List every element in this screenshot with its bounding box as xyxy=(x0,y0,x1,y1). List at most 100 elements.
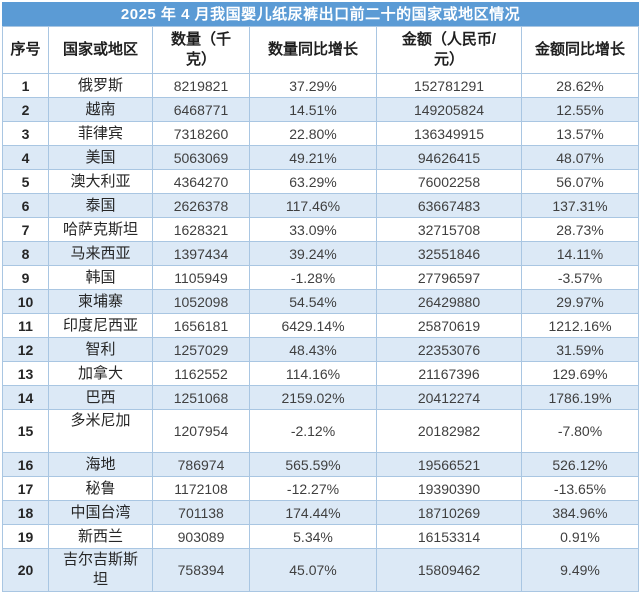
quantity-growth-cell: 2159.02% xyxy=(249,385,377,410)
amount-growth-cell: 56.07% xyxy=(521,169,639,194)
country-cell: 马来西亚 xyxy=(48,241,153,266)
amount-cell: 15809462 xyxy=(376,548,522,592)
quantity-cell: 903089 xyxy=(152,524,250,549)
quantity-cell: 1207954 xyxy=(152,409,250,453)
table-row: 20 吉尔吉斯斯 坦 758394 45.07% 15809462 9.49% xyxy=(2,548,639,592)
export-table: 2025 年 4 月我国婴儿纸尿裤出口前二十的国家或地区情况 序号 国家或地区 … xyxy=(2,2,639,592)
table-row: 2 越南 6468771 14.51% 149205824 12.55% xyxy=(2,97,639,122)
rank-cell: 2 xyxy=(2,97,49,122)
quantity-growth-cell: 54.54% xyxy=(249,289,377,314)
amount-growth-cell: 12.55% xyxy=(521,97,639,122)
country-cell: 澳大利亚 xyxy=(48,169,153,194)
amount-cell: 27796597 xyxy=(376,265,522,290)
rank-cell: 8 xyxy=(2,241,49,266)
quantity-cell: 7318260 xyxy=(152,121,250,146)
table-row: 5 澳大利亚 4364270 63.29% 76002258 56.07% xyxy=(2,169,639,194)
quantity-cell: 5063069 xyxy=(152,145,250,170)
quantity-growth-cell: 565.59% xyxy=(249,452,377,477)
amount-growth-cell: -13.65% xyxy=(521,476,639,501)
amount-growth-cell: 13.57% xyxy=(521,121,639,146)
country-cell: 菲律宾 xyxy=(48,121,153,146)
table-row: 7 哈萨克斯坦 1628321 33.09% 32715708 28.73% xyxy=(2,217,639,242)
quantity-cell: 8219821 xyxy=(152,73,250,98)
amount-cell: 16153314 xyxy=(376,524,522,549)
quantity-cell: 1105949 xyxy=(152,265,250,290)
rank-cell: 9 xyxy=(2,265,49,290)
amount-growth-cell: 0.91% xyxy=(521,524,639,549)
quantity-growth-cell: 5.34% xyxy=(249,524,377,549)
header-amount-growth: 金额同比增长 xyxy=(521,26,639,74)
amount-growth-cell: 1786.19% xyxy=(521,385,639,410)
rank-cell: 6 xyxy=(2,193,49,218)
quantity-cell: 6468771 xyxy=(152,97,250,122)
table-row: 1 俄罗斯 8219821 37.29% 152781291 28.62% xyxy=(2,73,639,98)
table-row: 9 韩国 1105949 -1.28% 27796597 -3.57% xyxy=(2,265,639,290)
country-cell: 越南 xyxy=(48,97,153,122)
amount-growth-cell: 28.73% xyxy=(521,217,639,242)
amount-growth-cell: 129.69% xyxy=(521,361,639,386)
header-quantity-growth: 数量同比增长 xyxy=(249,26,377,74)
amount-cell: 18710269 xyxy=(376,500,522,525)
quantity-growth-cell: 22.80% xyxy=(249,121,377,146)
header-country: 国家或地区 xyxy=(48,26,153,74)
country-cell: 多米尼加 xyxy=(48,409,153,453)
header-row: 序号 国家或地区 数量（千 克） 数量同比增长 金额（人民币/ 元） 金额同比增… xyxy=(2,26,639,74)
amount-growth-cell: 48.07% xyxy=(521,145,639,170)
quantity-growth-cell: 117.46% xyxy=(249,193,377,218)
country-cell: 吉尔吉斯斯 坦 xyxy=(48,548,153,592)
quantity-growth-cell: 174.44% xyxy=(249,500,377,525)
country-cell: 海地 xyxy=(48,452,153,477)
rank-cell: 4 xyxy=(2,145,49,170)
quantity-growth-cell: 37.29% xyxy=(249,73,377,98)
country-cell: 巴西 xyxy=(48,385,153,410)
quantity-cell: 1397434 xyxy=(152,241,250,266)
quantity-growth-cell: -12.27% xyxy=(249,476,377,501)
quantity-cell: 758394 xyxy=(152,548,250,592)
quantity-growth-cell: 63.29% xyxy=(249,169,377,194)
country-cell: 秘鲁 xyxy=(48,476,153,501)
country-cell: 哈萨克斯坦 xyxy=(48,217,153,242)
country-cell: 柬埔寨 xyxy=(48,289,153,314)
amount-growth-cell: 384.96% xyxy=(521,500,639,525)
header-quantity: 数量（千 克） xyxy=(152,26,250,74)
quantity-cell: 701138 xyxy=(152,500,250,525)
amount-cell: 32551846 xyxy=(376,241,522,266)
amount-cell: 19566521 xyxy=(376,452,522,477)
table-title: 2025 年 4 月我国婴儿纸尿裤出口前二十的国家或地区情况 xyxy=(2,2,639,26)
table-body: 1 俄罗斯 8219821 37.29% 152781291 28.62% 2 越南 64687… xyxy=(2,73,639,592)
country-cell: 印度尼西亚 xyxy=(48,313,153,338)
quantity-cell: 4364270 xyxy=(152,169,250,194)
country-cell: 智利 xyxy=(48,337,153,362)
rank-cell: 16 xyxy=(2,452,49,477)
table-row: 12 智利 1257029 48.43% 22353076 31.59% xyxy=(2,337,639,362)
quantity-cell: 1052098 xyxy=(152,289,250,314)
quantity-growth-cell: 45.07% xyxy=(249,548,377,592)
header-amount: 金额（人民币/ 元） xyxy=(376,26,522,74)
rank-cell: 20 xyxy=(2,548,49,592)
quantity-growth-cell: 49.21% xyxy=(249,145,377,170)
table-row: 14 巴西 1251068 2159.02% 20412274 1786.19% xyxy=(2,385,639,410)
quantity-cell: 1172108 xyxy=(152,476,250,501)
table-row: 19 新西兰 903089 5.34% 16153314 0.91% xyxy=(2,524,639,549)
rank-cell: 11 xyxy=(2,313,49,338)
country-cell: 新西兰 xyxy=(48,524,153,549)
amount-cell: 149205824 xyxy=(376,97,522,122)
quantity-growth-cell: 48.43% xyxy=(249,337,377,362)
amount-cell: 63667483 xyxy=(376,193,522,218)
amount-growth-cell: 31.59% xyxy=(521,337,639,362)
amount-growth-cell: 14.11% xyxy=(521,241,639,266)
amount-cell: 152781291 xyxy=(376,73,522,98)
amount-cell: 21167396 xyxy=(376,361,522,386)
table-row: 18 中国台湾 701138 174.44% 18710269 384.96% xyxy=(2,500,639,525)
quantity-cell: 1162552 xyxy=(152,361,250,386)
quantity-cell: 786974 xyxy=(152,452,250,477)
table-row: 4 美国 5063069 49.21% 94626415 48.07% xyxy=(2,145,639,170)
rank-cell: 10 xyxy=(2,289,49,314)
table-row: 8 马来西亚 1397434 39.24% 32551846 14.11% xyxy=(2,241,639,266)
country-cell: 加拿大 xyxy=(48,361,153,386)
amount-cell: 76002258 xyxy=(376,169,522,194)
table-row: 16 海地 786974 565.59% 19566521 526.12% xyxy=(2,452,639,477)
amount-cell: 94626415 xyxy=(376,145,522,170)
table-row: 3 菲律宾 7318260 22.80% 136349915 13.57% xyxy=(2,121,639,146)
